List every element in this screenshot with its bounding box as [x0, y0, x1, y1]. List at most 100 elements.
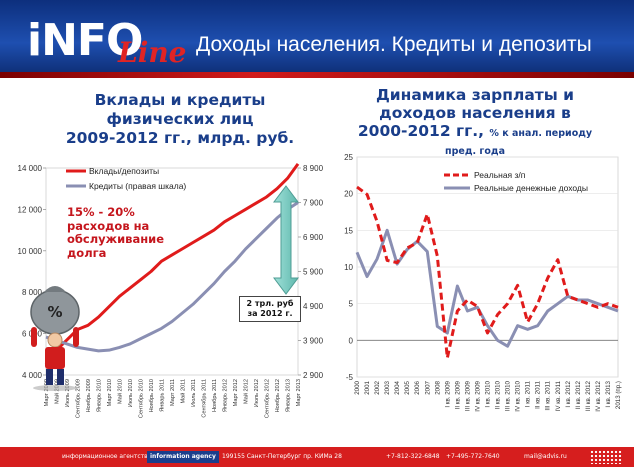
left-xtick-label: Июль 2011 — [191, 379, 197, 407]
right-xtick-label: 2002 — [374, 380, 381, 394]
left-xtick-label: Январь 2011 — [160, 379, 166, 412]
left-y2tick-label: 4 900 — [303, 302, 324, 311]
right-ytick-label: -5 — [346, 373, 354, 382]
page-title: Доходы населения. Кредиты и депозиты — [196, 33, 592, 56]
right-xtick-label: 2005 — [404, 380, 411, 394]
left-title-line-2: физических лиц — [106, 110, 254, 128]
left-ytick-label: 4 000 — [22, 371, 43, 380]
left-ytick-label: 12 000 — [18, 205, 43, 214]
right-xtick-label: I кв. 2009 — [444, 380, 451, 407]
right-xtick-label: II кв. 2009 — [454, 380, 461, 409]
right-xtick-label: I кв. 2012 — [565, 380, 572, 407]
left-xtick-label: Сентябрь 2010 — [139, 379, 145, 418]
left-xtick-label: Ноябрь 2009 — [86, 379, 92, 412]
right-ytick-label: 20 — [344, 190, 353, 199]
left-xtick-label: Ноябрь 2011 — [212, 379, 218, 412]
legend-label-credits: Кредиты (правая шкала) — [89, 181, 186, 191]
right-ytick-label: 0 — [349, 336, 354, 345]
debt-service-callout: 15% - 20% расходов на обслуживание долга — [67, 205, 165, 260]
right-xtick-label: II кв. 2012 — [575, 380, 582, 409]
left-ytick-label: 8 000 — [22, 288, 43, 297]
credit-growth-line-1: 2 трл. руб — [246, 299, 294, 308]
right-xtick-label: I кв. 2010 — [485, 380, 492, 407]
right-xtick-label: III кв. 2011 — [545, 380, 552, 410]
left-xtick-label: Ноябрь 2010 — [149, 379, 155, 412]
right-title-line-3: 2000-2012 гг., % к анал. периоду — [350, 122, 600, 143]
left-ytick-label: 14 000 — [18, 164, 43, 173]
double-arrow-icon — [273, 185, 299, 295]
right-ytick-label: 5 — [349, 300, 354, 309]
right-xtick-label: I кв. 2011 — [525, 380, 532, 407]
right-xtick-label: 2007 — [424, 380, 431, 394]
right-chart-title: Динамика зарплаты и доходов населения в … — [350, 86, 600, 161]
left-xtick-label: Май 2011 — [180, 379, 187, 404]
right-xtick-label: IV кв. 2012 — [595, 380, 602, 411]
series-real-income-line — [355, 228, 619, 348]
right-ytick-label: 25 — [344, 153, 353, 162]
series-deposits-line — [44, 162, 300, 366]
left-xtick-label: Май 2012 — [243, 379, 250, 404]
left-xtick-label: Июль 2009 — [65, 379, 71, 407]
left-xtick-label: Сентябрь 2009 — [76, 379, 82, 418]
footer-email[interactable]: mail@advis.ru — [524, 453, 567, 460]
right-xtick-label: 2003 — [384, 380, 391, 394]
left-xtick-label: Январь 2010 — [97, 379, 103, 412]
left-y2tick-label: 8 900 — [303, 164, 324, 173]
footer-phone-msk: +7-495-772-7640 — [446, 453, 500, 460]
svg-text:%: % — [47, 303, 62, 321]
left-y2tick-label: 2 900 — [303, 371, 324, 380]
right-title-unit: % к анал. периоду — [489, 128, 593, 139]
left-xtick-label: Ноябрь 2012 — [275, 379, 281, 412]
right-xtick-label: 2006 — [414, 380, 421, 394]
left-title-line-3: 2009-2012 гг., млрд. руб. — [65, 129, 295, 147]
right-xtick-label: III кв. 2010 — [505, 380, 512, 411]
left-y2tick-label: 3 900 — [303, 337, 324, 346]
header-accent-line — [0, 72, 634, 78]
left-xtick-label: Май 2010 — [117, 379, 124, 404]
right-title-line-2: доходов населения в — [379, 104, 571, 122]
right-xtick-label: III кв. 2012 — [585, 380, 592, 411]
right-xtick-label: II кв. 2011 — [535, 380, 542, 408]
left-y2tick-label: 5 900 — [303, 268, 324, 277]
right-xtick-label: II кв. 2010 — [495, 380, 502, 409]
left-xtick-label: Март 2010 — [107, 379, 113, 406]
right-title-line-1: Динамика зарплаты и — [375, 86, 575, 104]
legend-label-real-wage: Реальная з/п — [474, 170, 526, 180]
left-y2tick-label: 6 900 — [303, 233, 324, 242]
right-title-year: 2000-2012 гг., — [357, 122, 484, 140]
left-xtick-label: Июль 2010 — [128, 379, 134, 407]
left-xtick-label: Май 2009 — [54, 379, 61, 404]
right-xtick-label: IV кв. 2011 — [555, 380, 562, 411]
left-xtick-label: Март 2011 — [170, 379, 176, 406]
left-y2tick-label: 7 900 — [303, 199, 324, 208]
left-xtick-label: Март 2009 — [44, 379, 50, 406]
left-xtick-label: Сентябрь 2011 — [202, 379, 208, 418]
footer-agency-ru: информационное агентство — [62, 453, 152, 460]
debt-worker-icon: % — [30, 286, 80, 391]
right-title-unit-2: пред. года — [445, 146, 505, 157]
left-xtick-label: Январь 2013 — [286, 379, 292, 412]
logo-info: iNFO — [27, 15, 143, 66]
left-xtick-label: Март 2012 — [233, 379, 239, 406]
right-xtick-label: 2000 — [354, 380, 361, 394]
footer-address: 199155 Санкт-Петербург пр. КИМа 28 — [222, 453, 342, 460]
right-ytick-label: 10 — [344, 263, 353, 272]
right-xtick-label: IV кв. 2009 — [474, 380, 481, 411]
footer-dots-decoration — [590, 450, 622, 464]
series-credits-line — [45, 201, 299, 353]
right-ytick-label: 15 — [344, 226, 353, 235]
legend-label-real-income: Реальные денежные доходы — [474, 183, 588, 193]
left-xtick-label: Март 2013 — [296, 379, 302, 406]
right-xtick-label: 2013 (пр.) — [615, 381, 622, 409]
credit-growth-callout: 2 трл. руб за 2012 г. — [239, 296, 301, 322]
footer-phone-spb: +7-812-322-6848 — [386, 453, 440, 460]
logo-line: Line — [118, 36, 187, 69]
series-real-wage-line — [356, 185, 619, 360]
right-chart: -5 0 5 10 15 20 25 2000 2001 2002 2003 2004 2005 2006… — [344, 153, 622, 412]
credit-growth-line-2: за 2012 г. — [247, 309, 293, 318]
left-ytick-label: 10 000 — [18, 247, 43, 256]
right-xtick-label: III кв. 2009 — [464, 380, 471, 411]
header-banner — [0, 0, 634, 78]
